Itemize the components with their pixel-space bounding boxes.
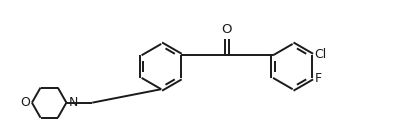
Text: O: O: [20, 96, 30, 109]
Text: F: F: [314, 72, 322, 85]
Text: O: O: [222, 23, 232, 36]
Text: N: N: [68, 96, 78, 109]
Text: Cl: Cl: [314, 48, 327, 61]
